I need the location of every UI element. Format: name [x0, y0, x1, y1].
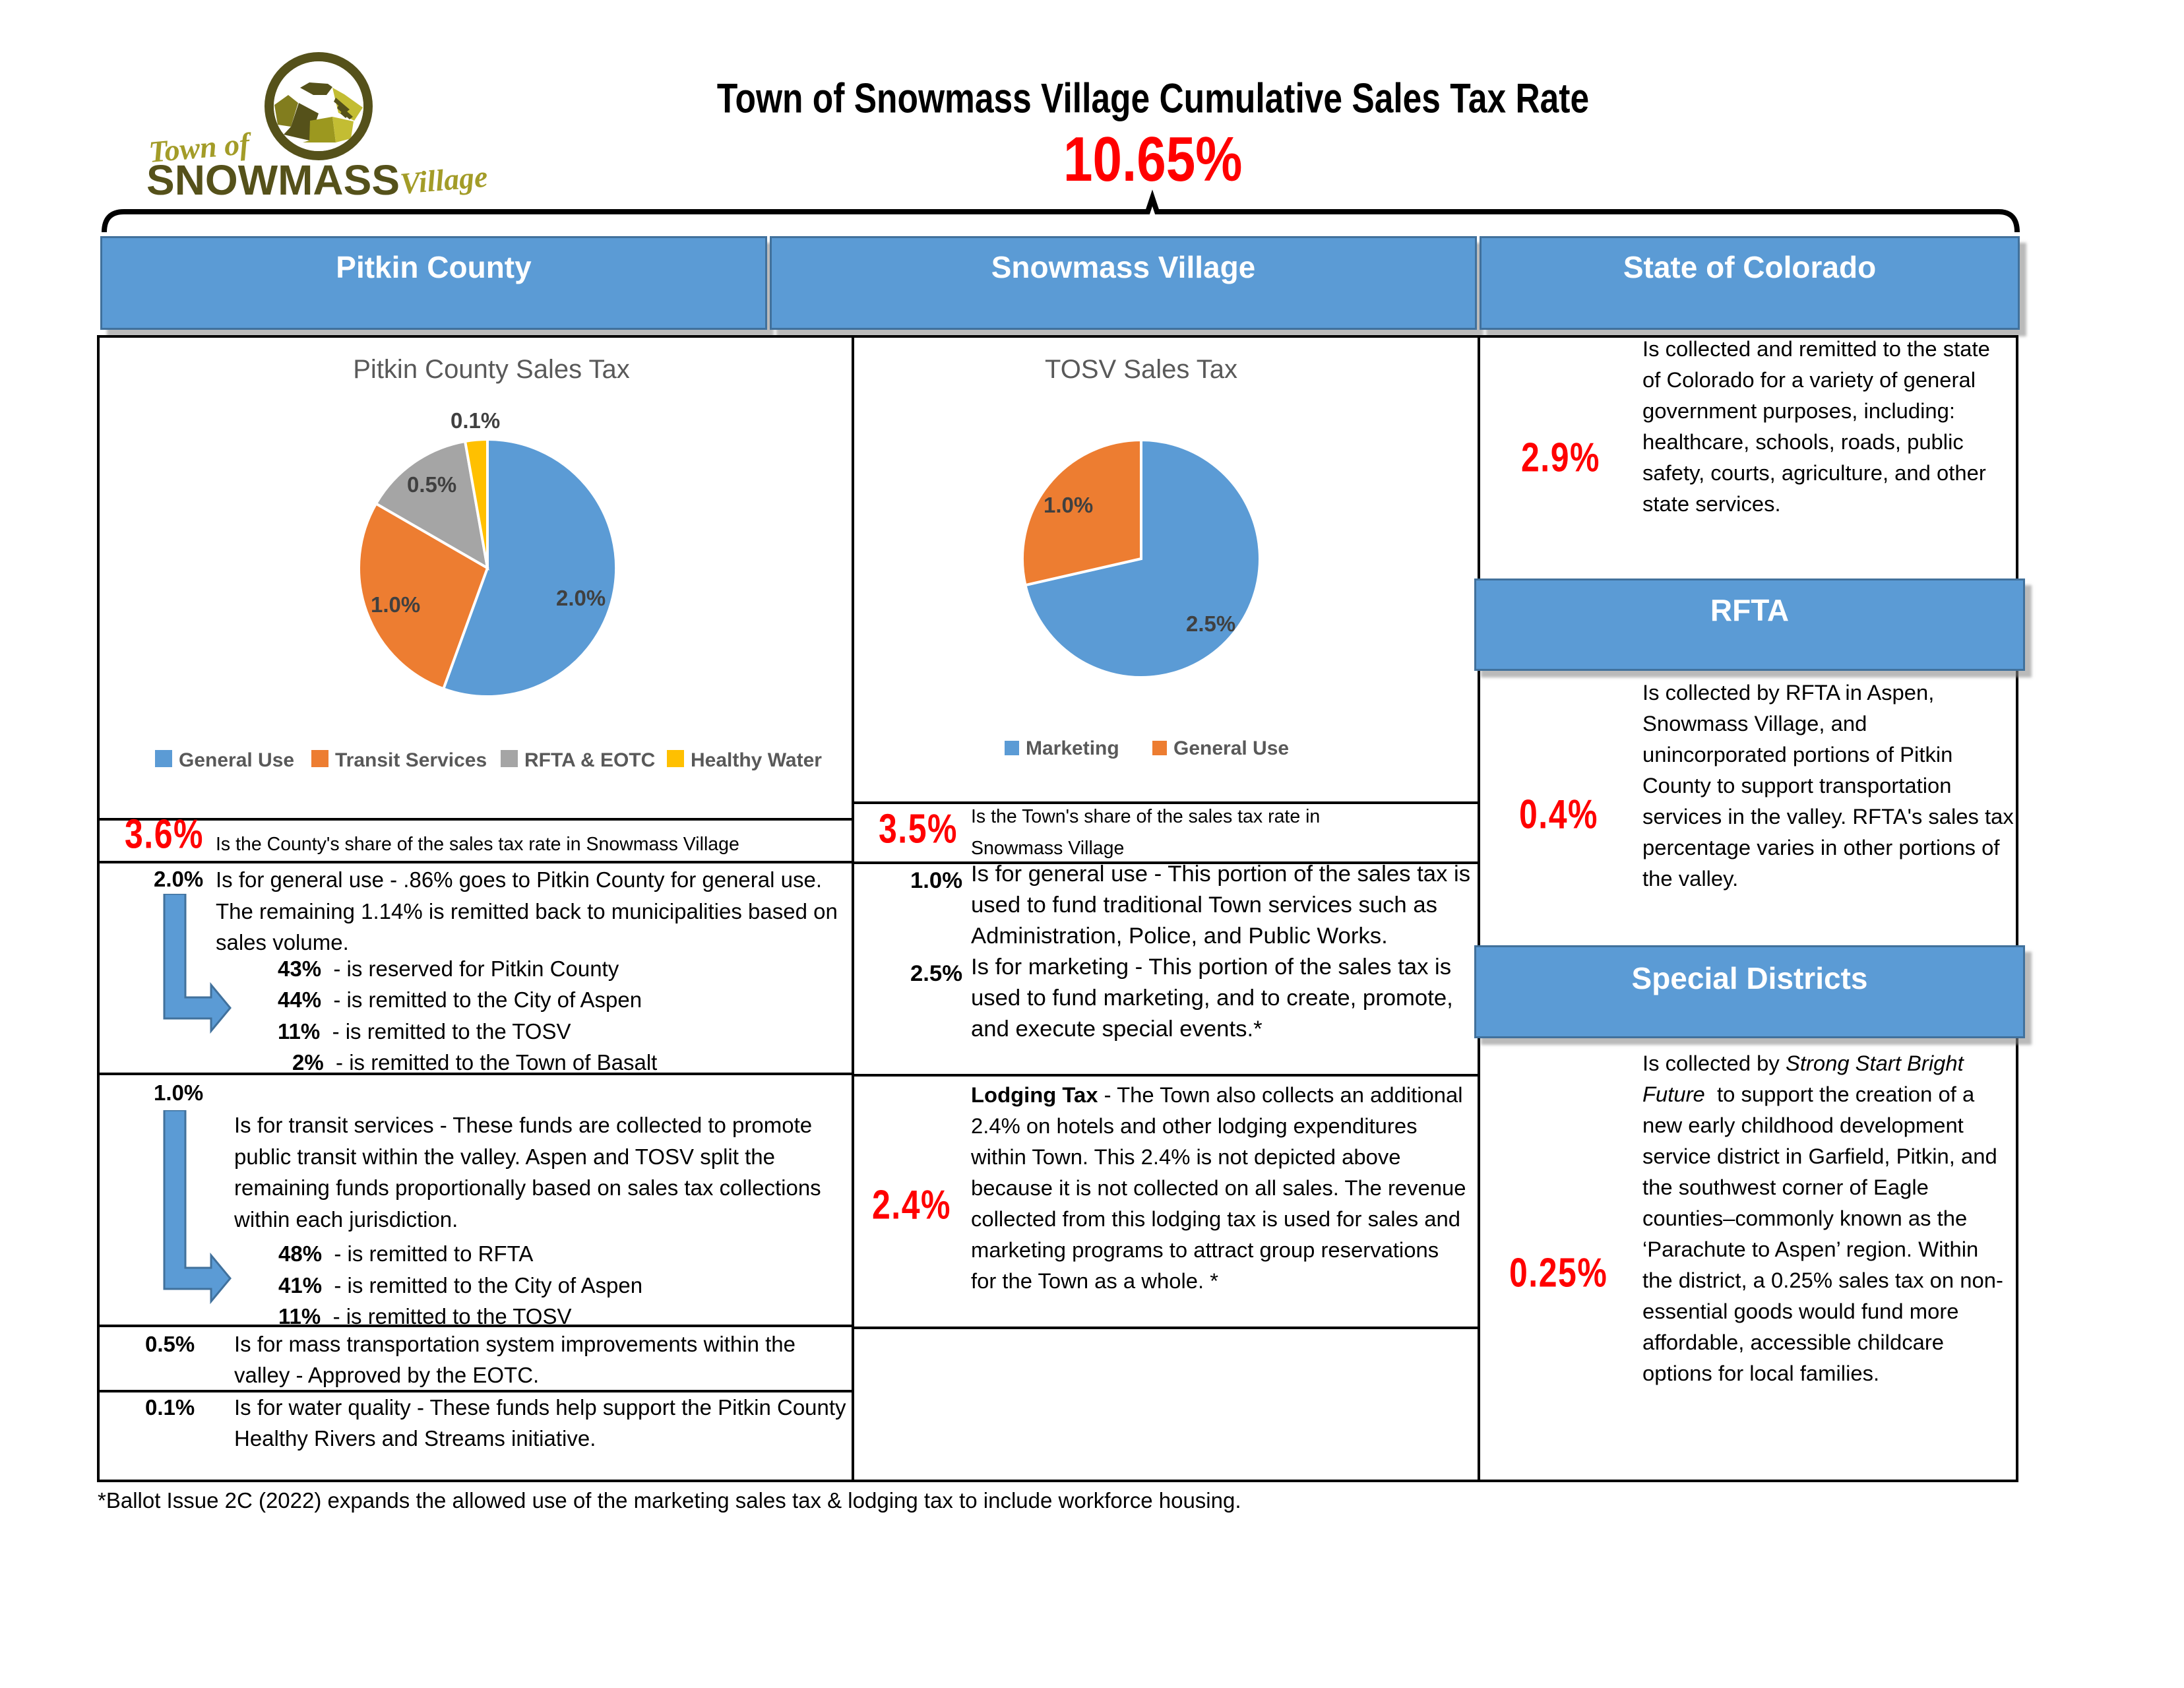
svg-text:SNOWMASS: SNOWMASS — [146, 156, 400, 204]
svg-text:2.0%: 2.0% — [556, 586, 606, 610]
svg-text:Village: Village — [398, 160, 489, 201]
svg-text:0.5%: 0.5% — [407, 472, 456, 497]
svg-text:1.0%: 1.0% — [371, 592, 420, 617]
svg-text:2.5%: 2.5% — [1186, 611, 1235, 636]
svg-text:0.1%: 0.1% — [451, 408, 500, 433]
svg-text:1.0%: 1.0% — [1044, 493, 1093, 517]
